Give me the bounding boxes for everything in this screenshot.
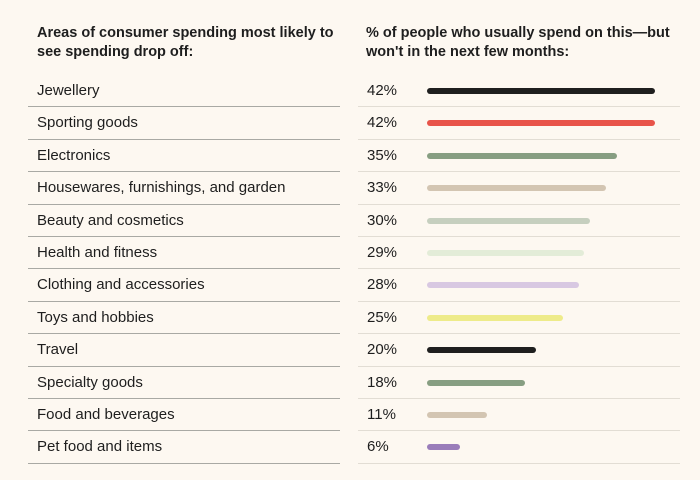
row-divider — [358, 365, 680, 367]
row-divider — [28, 430, 340, 432]
row-divider — [358, 106, 680, 108]
bar — [427, 250, 585, 256]
right-column-header: % of people who usually spend on this—bu… — [366, 25, 670, 60]
table-row: Health and fitness 29% — [0, 237, 700, 270]
value-label: 6% — [367, 438, 389, 456]
value-label: 18% — [367, 373, 398, 391]
bar — [427, 412, 487, 418]
category-label: Food and beverages — [37, 406, 175, 423]
bar — [427, 88, 655, 94]
row-divider — [28, 397, 340, 399]
bar — [427, 379, 525, 386]
row-divider — [358, 462, 680, 464]
table-row: Food and beverages 11% — [0, 399, 700, 432]
row-divider — [358, 268, 680, 270]
row-divider — [28, 300, 340, 302]
category-label: Beauty and cosmetics — [37, 211, 184, 229]
bar — [427, 282, 579, 289]
row-divider — [28, 203, 340, 205]
table-row: Travel 20% — [0, 334, 700, 367]
value-label: 29% — [367, 244, 398, 261]
row-divider — [358, 171, 680, 173]
category-label: Clothing and accessories — [37, 276, 205, 294]
value-label: 25% — [367, 308, 398, 326]
row-divider — [28, 333, 340, 335]
category-label: Sporting goods — [37, 114, 138, 132]
row-divider — [28, 268, 340, 270]
category-label: Housewares, furnishings, and garden — [37, 179, 286, 197]
table-row: Pet food and items 6% — [0, 431, 700, 464]
row-divider — [358, 333, 680, 335]
row-divider — [28, 235, 340, 237]
category-label: Specialty goods — [37, 373, 143, 391]
row-divider — [28, 171, 340, 173]
category-label: Electronics — [37, 146, 111, 164]
row-divider — [358, 430, 680, 432]
bar — [427, 444, 460, 451]
bar — [427, 152, 617, 159]
row-divider — [28, 365, 340, 367]
row-divider — [28, 138, 340, 140]
row-divider — [28, 462, 340, 464]
value-label: 11% — [367, 406, 396, 423]
bar — [427, 314, 563, 321]
table-row: Sporting goods 42% — [0, 107, 700, 140]
row-divider — [358, 397, 680, 399]
table-row: Jewellery 42% — [0, 75, 700, 108]
value-label: 30% — [367, 211, 398, 229]
table-row: Electronics 35% — [0, 140, 700, 173]
value-label: 42% — [367, 82, 398, 99]
value-label: 28% — [367, 276, 398, 294]
value-label: 35% — [367, 146, 398, 164]
row-divider — [358, 203, 680, 205]
table-row: Clothing and accessories 28% — [0, 269, 700, 302]
category-label: Jewellery — [37, 82, 100, 99]
row-divider — [358, 138, 680, 140]
bar — [427, 120, 655, 127]
table-row: Specialty goods 18% — [0, 367, 700, 399]
category-label: Pet food and items — [37, 438, 163, 456]
row-divider — [28, 106, 340, 108]
row-divider — [358, 300, 680, 302]
table-row: Toys and hobbies 25% — [0, 302, 700, 335]
table-row: Beauty and cosmetics 30% — [0, 205, 700, 237]
bar — [427, 217, 590, 224]
value-label: 20% — [367, 341, 398, 359]
category-label: Toys and hobbies — [37, 308, 154, 326]
bar — [427, 347, 536, 354]
table-row: Housewares, furnishings, and garden 33% — [0, 172, 700, 205]
value-label: 33% — [367, 179, 398, 197]
row-divider — [358, 235, 680, 237]
category-label: Health and fitness — [37, 244, 158, 261]
bar — [427, 185, 607, 192]
category-label: Travel — [37, 341, 79, 359]
value-label: 42% — [367, 114, 398, 132]
left-column-header: Areas of consumer spending most likely t… — [37, 25, 334, 60]
